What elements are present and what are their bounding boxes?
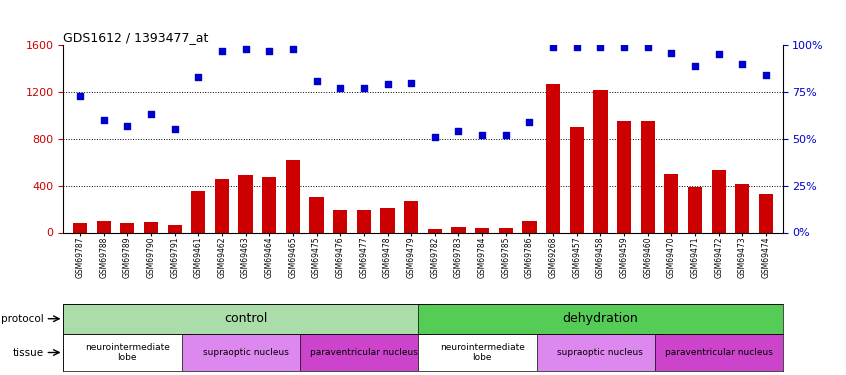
Point bbox=[74, 93, 87, 99]
Bar bbox=[475, 228, 489, 232]
Bar bbox=[120, 223, 135, 232]
Text: supraoptic nucleus: supraoptic nucleus bbox=[203, 348, 288, 357]
Bar bbox=[640, 121, 655, 232]
Point bbox=[475, 132, 489, 138]
Bar bbox=[522, 221, 536, 232]
Bar bbox=[286, 160, 300, 232]
Bar bbox=[96, 221, 111, 232]
Point bbox=[191, 74, 205, 80]
Bar bbox=[357, 210, 371, 232]
Bar bbox=[418, 334, 546, 371]
Bar bbox=[310, 197, 324, 232]
Text: paraventricular nucleus: paraventricular nucleus bbox=[665, 348, 772, 357]
Point bbox=[310, 78, 323, 84]
Text: control: control bbox=[224, 312, 267, 325]
Point bbox=[262, 48, 276, 54]
Bar bbox=[381, 209, 394, 232]
Text: tissue: tissue bbox=[12, 348, 43, 357]
Point bbox=[735, 61, 749, 67]
Text: neurointermediate
lobe: neurointermediate lobe bbox=[440, 343, 525, 362]
Text: GDS1612 / 1393477_at: GDS1612 / 1393477_at bbox=[63, 31, 209, 44]
Text: paraventricular nucleus: paraventricular nucleus bbox=[310, 348, 418, 357]
Bar bbox=[262, 177, 277, 232]
Bar bbox=[735, 184, 750, 232]
Bar bbox=[191, 192, 206, 232]
Bar bbox=[215, 178, 229, 232]
Point bbox=[168, 126, 181, 132]
Point bbox=[618, 44, 631, 50]
Bar bbox=[63, 334, 191, 371]
Bar bbox=[664, 174, 678, 232]
Point bbox=[215, 48, 228, 54]
Bar bbox=[404, 201, 418, 232]
Text: neurointermediate
lobe: neurointermediate lobe bbox=[85, 343, 170, 362]
Text: dehydration: dehydration bbox=[563, 312, 638, 325]
Point bbox=[499, 132, 513, 138]
Bar bbox=[418, 304, 783, 334]
Bar bbox=[428, 229, 442, 232]
Bar bbox=[655, 334, 783, 371]
Point bbox=[570, 44, 584, 50]
Point bbox=[452, 128, 465, 134]
Point bbox=[333, 85, 347, 91]
Bar bbox=[73, 223, 87, 232]
Point bbox=[357, 85, 371, 91]
Bar bbox=[688, 187, 702, 232]
Point bbox=[641, 44, 655, 50]
Bar bbox=[239, 175, 253, 232]
Bar bbox=[569, 127, 584, 232]
Bar bbox=[546, 84, 560, 232]
Point bbox=[594, 44, 607, 50]
Point bbox=[144, 111, 157, 117]
Point bbox=[286, 46, 299, 52]
Bar bbox=[593, 90, 607, 232]
Point bbox=[665, 50, 678, 55]
Bar bbox=[300, 334, 428, 371]
Text: protocol: protocol bbox=[1, 314, 43, 324]
Bar bbox=[536, 334, 664, 371]
Bar bbox=[711, 170, 726, 232]
Bar bbox=[182, 334, 310, 371]
Point bbox=[381, 81, 394, 87]
Bar bbox=[63, 304, 428, 334]
Point bbox=[120, 123, 134, 129]
Point bbox=[428, 134, 442, 140]
Point bbox=[712, 51, 726, 57]
Bar bbox=[333, 210, 348, 232]
Point bbox=[523, 119, 536, 125]
Point bbox=[97, 117, 111, 123]
Point bbox=[759, 72, 772, 78]
Bar bbox=[759, 194, 773, 232]
Point bbox=[547, 44, 560, 50]
Bar bbox=[168, 225, 182, 232]
Bar bbox=[144, 222, 158, 232]
Bar bbox=[452, 226, 465, 232]
Text: supraoptic nucleus: supraoptic nucleus bbox=[558, 348, 643, 357]
Point bbox=[689, 63, 702, 69]
Point bbox=[404, 80, 418, 86]
Bar bbox=[617, 121, 631, 232]
Bar bbox=[498, 228, 513, 232]
Point bbox=[239, 46, 252, 52]
